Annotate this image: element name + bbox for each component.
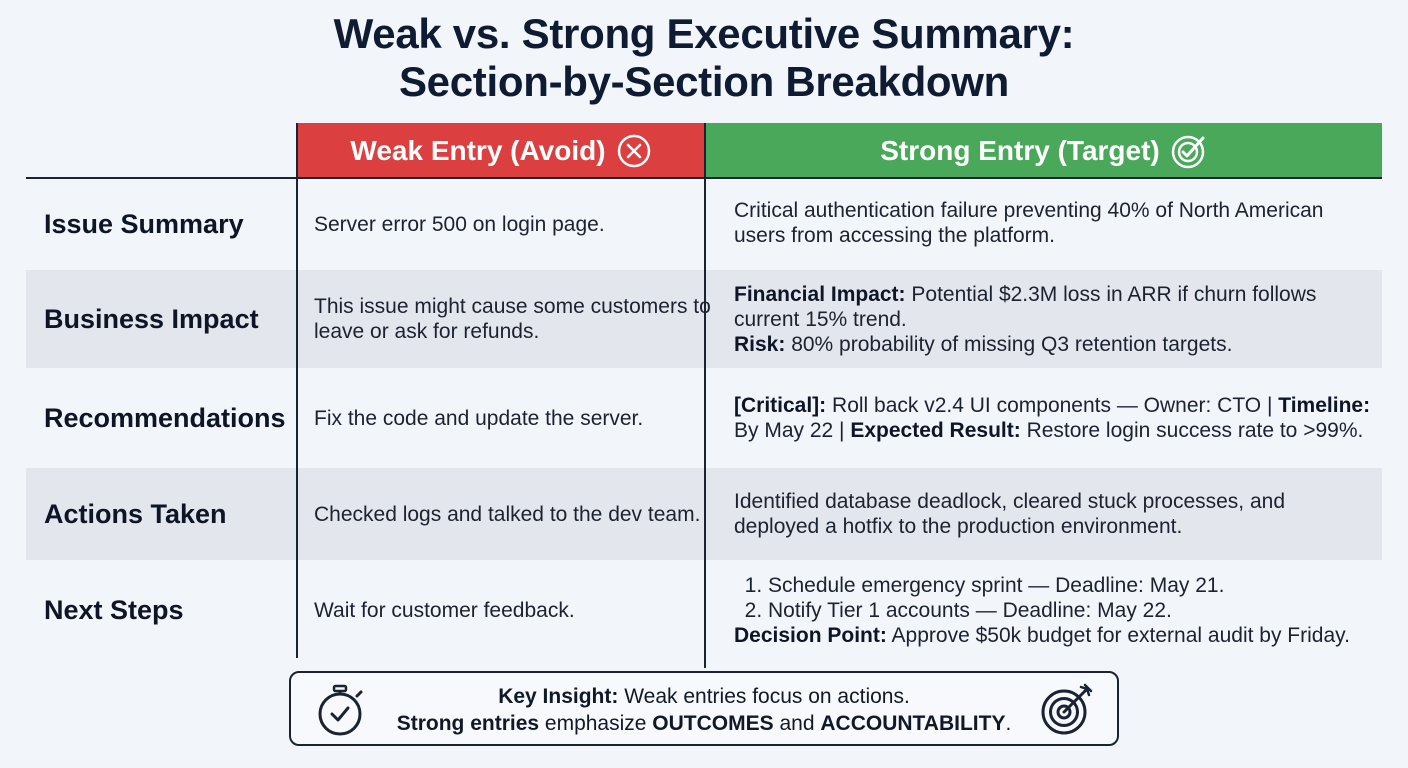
timeline-text: By May 22 | [734, 419, 851, 442]
strong-entry-header: Strong Entry (Target) [706, 123, 1382, 179]
list-item: Schedule emergency sprint — Deadline: Ma… [768, 573, 1350, 598]
risk-label: Risk: [734, 332, 786, 356]
weak-entry-cell: Wait for customer feedback. [314, 598, 575, 622]
key-insight-and: and [773, 712, 821, 735]
row-label: Actions Taken [44, 498, 227, 529]
key-insight-end: . [1005, 712, 1012, 735]
strong-entries-label: Strong entries [396, 712, 540, 735]
strong-entry-cell: Critical authentication failure preventi… [734, 199, 1324, 247]
key-insight-label: Key Insight: [498, 685, 619, 708]
list-item: Notify Tier 1 accounts — Deadline: May 2… [768, 598, 1350, 623]
column-divider [704, 123, 706, 668]
weak-entry-cell: Fix the code and update the server. [314, 406, 644, 430]
decision-point-label: Decision Point: [734, 623, 887, 647]
strong-entry-header-label: Strong Entry (Target) [880, 135, 1160, 166]
decision-point-text: Approve $50k budget for external audit b… [886, 623, 1350, 647]
weak-entry-header: Weak Entry (Avoid) [297, 123, 705, 179]
risk-text: 80% probability of missing Q3 retention … [785, 332, 1233, 356]
strong-entry-cell: Financial Impact: Potential $2.3M loss i… [734, 270, 1374, 368]
row-label: Issue Summary [44, 208, 244, 239]
next-steps-list: Schedule emergency sprint — Deadline: Ma… [734, 573, 1350, 623]
table-row-issue-summary: Issue Summary Server error 500 on login … [26, 179, 1382, 269]
critical-label: [Critical]: [734, 394, 827, 417]
weak-entry-cell: This issue might cause some customers to… [314, 295, 711, 343]
title-line-1: Weak vs. Strong Executive Summary: [333, 10, 1075, 57]
table-row-recommendations: Recommendations Fix the code and update … [26, 369, 1382, 467]
weak-entry-cell: Checked logs and talked to the dev team. [314, 502, 701, 526]
target-arrow-icon [1039, 681, 1097, 742]
expected-result-text: Restore login success rate to >99%. [1020, 419, 1364, 442]
key-insight-text: Key Insight: Weak entries focus on actio… [371, 683, 1037, 737]
weak-entry-cell: Server error 500 on login page. [314, 212, 605, 236]
expected-result-label: Expected Result: [850, 419, 1021, 442]
x-circle-icon [616, 133, 652, 169]
accountability-emphasis: ACCOUNTABILITY [820, 712, 1006, 735]
column-divider [296, 123, 298, 658]
key-insight-box: Key Insight: Weak entries focus on actio… [289, 671, 1119, 746]
financial-impact-label: Financial Impact: [734, 282, 906, 306]
critical-text: Roll back v2.4 UI components — Owner: CT… [826, 394, 1279, 417]
timeline-label: Timeline: [1278, 394, 1371, 417]
strong-entry-cell: Schedule emergency sprint — Deadline: Ma… [734, 561, 1374, 659]
key-insight-line1: Weak entries focus on actions. [618, 685, 910, 708]
financial-impact-text: Potential $2.3M loss in ARR if churn fol… [734, 282, 1317, 331]
strong-entry-cell: [Critical]: Roll back v2.4 UI components… [734, 369, 1374, 467]
row-label: Next Steps [44, 594, 184, 625]
outcomes-emphasis: OUTCOMES [652, 712, 774, 735]
key-insight-mid: emphasize [539, 712, 653, 735]
strong-entry-cell: Identified database deadlock, cleared st… [734, 490, 1286, 538]
weak-entry-header-label: Weak Entry (Avoid) [350, 135, 606, 166]
row-label: Business Impact [44, 303, 259, 334]
check-target-icon [1170, 132, 1208, 170]
row-label: Recommendations [44, 402, 286, 433]
title-line-2: Section-by-Section Breakdown [398, 58, 1010, 105]
table-row-next-steps: Next Steps Wait for customer feedback. S… [26, 561, 1382, 659]
stopwatch-icon [313, 682, 367, 743]
page-title: Weak vs. Strong Executive Summary: Secti… [0, 10, 1408, 106]
